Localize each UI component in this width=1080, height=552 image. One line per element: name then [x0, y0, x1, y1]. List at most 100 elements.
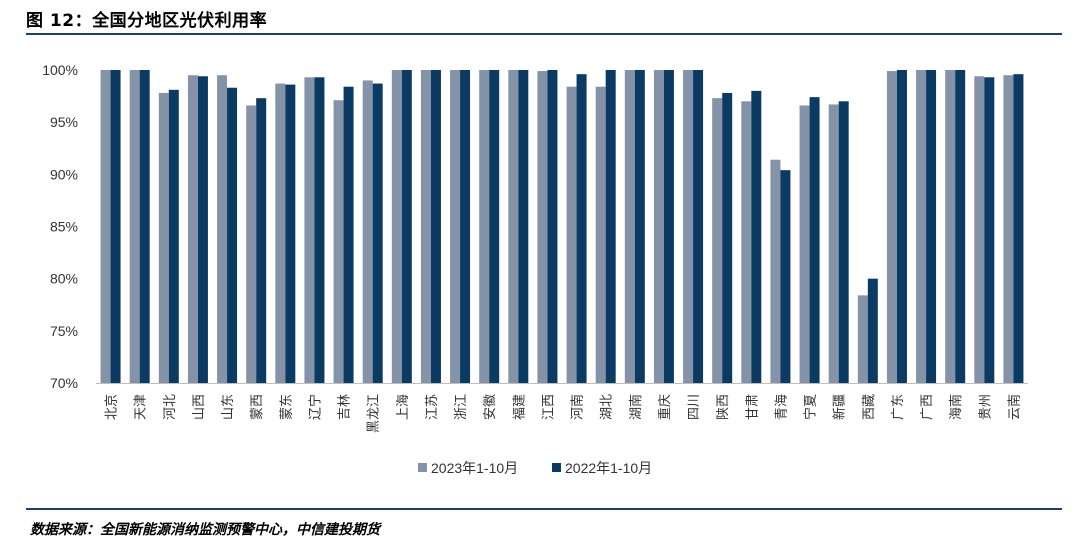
- y-tick-label: 75%: [50, 323, 78, 339]
- x-tick-label: 上海: [396, 394, 411, 420]
- bar-2022-11: [430, 70, 441, 383]
- legend-swatch: [552, 463, 561, 472]
- legend-label: 2022年1-10月: [565, 460, 652, 476]
- bar-2022-24: [809, 97, 820, 384]
- x-tick-label: 北京: [105, 394, 120, 420]
- bar-2023-10: [391, 70, 402, 383]
- x-tick-label: 蒙东: [279, 394, 294, 420]
- bar-2023-6: [275, 83, 286, 384]
- x-tick-label: 安徽: [483, 394, 498, 420]
- bars: [100, 70, 1024, 384]
- x-tick-label: 蒙西: [250, 394, 265, 420]
- bar-2022-14: [518, 70, 529, 383]
- x-tick-label: 宁夏: [803, 394, 819, 420]
- bar-2022-4: [227, 87, 238, 383]
- bar-2023-3: [187, 75, 198, 383]
- x-tick-label: 山西: [192, 394, 207, 420]
- x-tick-label: 浙江: [454, 394, 469, 420]
- bar-2023-4: [217, 75, 228, 383]
- bar-2022-5: [256, 98, 267, 384]
- bar-2023-5: [246, 105, 257, 384]
- x-tick-label: 天津: [134, 394, 149, 420]
- bar-2022-25: [838, 101, 849, 384]
- bar-2022-29: [955, 70, 966, 383]
- x-tick-label: 新疆: [832, 394, 848, 420]
- title-rule: [26, 33, 1062, 35]
- bar-2022-20: [693, 70, 704, 383]
- x-tick-label: 吉林: [338, 394, 353, 420]
- bar-2022-26: [867, 278, 878, 383]
- bar-2023-1: [129, 70, 140, 383]
- bar-2022-21: [722, 92, 733, 383]
- bar-2022-19: [663, 70, 674, 383]
- bar-2022-23: [780, 170, 791, 383]
- figure-title: 图 12：全国分地区光伏利用率: [26, 11, 268, 31]
- bar-2022-13: [489, 70, 500, 383]
- bar-2022-22: [751, 90, 762, 383]
- bar-chart: 70% 75% 80% 85% 90% 95% 100% 北京 天津 河北 山西 山东 蒙西 蒙东 辽宁吉…: [42, 62, 1028, 476]
- x-tick-label: 广东: [891, 394, 906, 420]
- bar-2022-30: [984, 77, 995, 383]
- bar-2023-7: [304, 77, 315, 383]
- bar-2022-3: [197, 76, 208, 383]
- bar-2022-12: [460, 70, 471, 383]
- y-tick-label: 90%: [50, 166, 78, 182]
- x-tick-label: 河北: [163, 394, 178, 420]
- y-tick-label: 95%: [50, 114, 78, 130]
- bar-2023-8: [333, 100, 344, 384]
- x-tick-label: 江西: [541, 394, 556, 420]
- x-tick-label: 海南: [948, 394, 964, 420]
- bar-2022-15: [547, 70, 558, 383]
- x-tick-label: 湖南: [628, 394, 644, 420]
- bar-2022-28: [926, 70, 937, 383]
- x-tick-label: 重庆: [657, 394, 673, 420]
- bar-2022-27: [896, 70, 907, 383]
- bar-2023-19: [653, 70, 664, 383]
- source-note: 数据来源：全国新能源消纳监测预警中心，中信建投期货: [30, 522, 380, 538]
- bar-2022-31: [1013, 74, 1024, 383]
- x-tick-label: 西藏: [862, 394, 877, 420]
- bar-2023-28: [916, 70, 927, 383]
- bar-2022-7: [314, 77, 325, 383]
- bar-2023-29: [945, 70, 956, 383]
- bar-2023-0: [100, 70, 111, 383]
- bar-2023-22: [741, 101, 752, 384]
- y-tick-label: 100%: [42, 62, 78, 78]
- bar-2023-21: [712, 98, 723, 384]
- legend: 2023年1-10月 2022年1-10月: [418, 460, 652, 476]
- bar-2022-10: [401, 70, 412, 383]
- x-axis: 北京 天津 河北 山西 山东 蒙西 蒙东 辽宁 吉林 黑龙江 上海 江苏 浙江 安徽 福建 江西 河南 湖北 湖南重…: [96, 383, 1028, 433]
- x-tick-label: 甘肃: [745, 394, 760, 420]
- x-tick-label: 云南: [1006, 394, 1022, 420]
- x-tick-label: 江苏: [424, 394, 440, 420]
- bar-2023-16: [566, 86, 577, 384]
- bar-2023-11: [420, 70, 431, 383]
- x-tick-label: 山东: [221, 394, 236, 420]
- bar-2023-30: [974, 76, 985, 383]
- bar-2023-24: [799, 105, 810, 384]
- bar-2023-23: [770, 159, 781, 383]
- bar-2022-17: [605, 70, 616, 383]
- bar-2023-14: [508, 70, 519, 383]
- bar-2022-2: [168, 89, 179, 383]
- x-tick-label: 福建: [512, 394, 527, 420]
- bar-2022-1: [139, 70, 150, 383]
- bar-2023-2: [158, 92, 169, 383]
- bar-2022-9: [372, 83, 383, 384]
- bar-2023-15: [537, 71, 548, 383]
- y-tick-label: 70%: [50, 375, 78, 391]
- x-tick-label: 四川: [687, 394, 702, 420]
- y-tick-label: 85%: [50, 219, 78, 235]
- legend-label: 2023年1-10月: [431, 460, 518, 476]
- bar-2022-16: [576, 74, 587, 383]
- bar-2023-31: [1003, 75, 1014, 383]
- x-tick-label: 贵州: [978, 394, 993, 420]
- x-tick-label: 湖北: [600, 394, 615, 420]
- bar-2022-0: [110, 70, 121, 383]
- bar-2023-17: [595, 86, 606, 384]
- legend-swatch: [418, 463, 427, 472]
- x-tick-label: 河南: [570, 394, 586, 420]
- x-tick-label: 青海: [774, 394, 789, 420]
- bar-2023-20: [683, 70, 694, 383]
- bar-2023-18: [624, 70, 635, 383]
